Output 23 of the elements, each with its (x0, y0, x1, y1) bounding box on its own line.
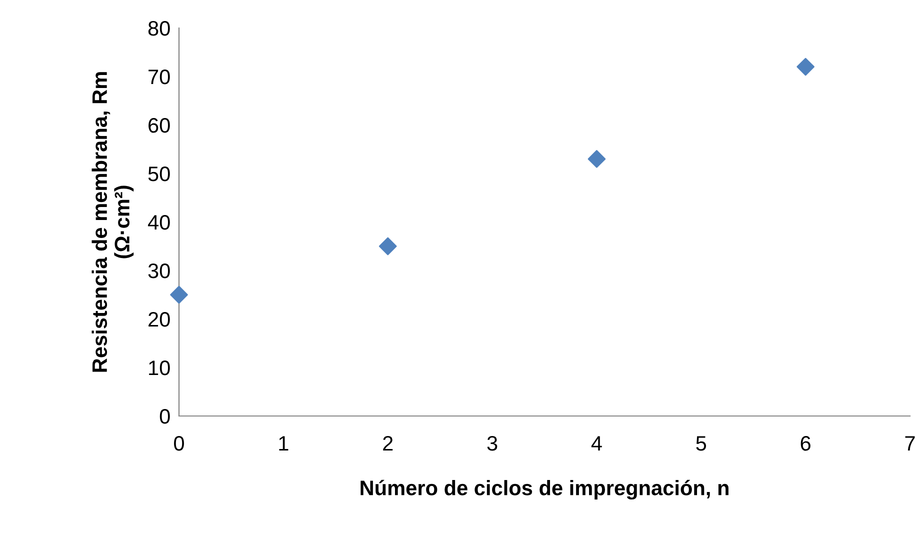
x-tick-label: 7 (905, 436, 915, 451)
x-tick-label: 2 (383, 436, 393, 451)
y-tick-label: 0 (160, 409, 170, 424)
y-tick-label: 60 (148, 118, 170, 133)
y-tick-label: 40 (148, 215, 170, 230)
y-tick-label: 50 (148, 166, 170, 182)
point (796, 58, 814, 76)
y-axis-title: Resistencia de membrana, Rm (Ω·cm²) (92, 72, 134, 372)
x-tick-label: 5 (696, 436, 706, 451)
y-tick-label: 10 (149, 360, 170, 376)
x-tick-label: 3 (487, 436, 498, 451)
y-tick-label: 80 (148, 21, 170, 36)
y-tick-label: 30 (148, 264, 170, 278)
x-axis-title: Número de ciclos de impregnación, n (360, 480, 728, 500)
point (378, 237, 397, 256)
x-tick-label: 1 (279, 436, 288, 451)
x-tick-label: 4 (591, 436, 602, 451)
x-tick-label: 6 (800, 436, 810, 451)
y-tick-label: 70 (148, 70, 170, 84)
y-tick-label: 20 (148, 312, 170, 327)
point (588, 150, 606, 168)
x-tick-label: 0 (174, 436, 184, 451)
point (170, 286, 188, 304)
